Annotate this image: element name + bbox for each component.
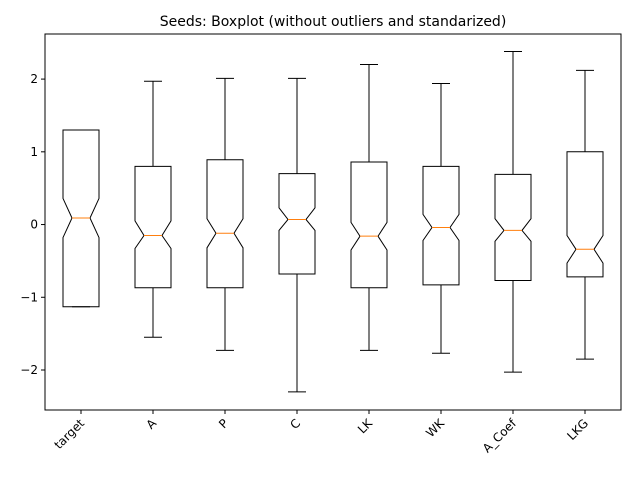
box-A_Coef: [494, 50, 532, 373]
y-tick-label: 2: [30, 72, 38, 86]
notched-box: [278, 173, 316, 275]
x-tick-label: C: [287, 416, 303, 432]
x-tick-label: A_Coef: [480, 416, 520, 456]
notched-box: [134, 165, 172, 289]
box-A: [134, 80, 172, 338]
notched-box: [206, 159, 244, 289]
notched-box: [62, 129, 100, 308]
chart-title: Seeds: Boxplot (without outliers and sta…: [160, 14, 507, 30]
box-target: [62, 129, 100, 308]
notched-box: [494, 173, 532, 281]
y-tick-label: 1: [30, 145, 38, 159]
box-LK: [350, 64, 388, 351]
boxes-layer: [62, 50, 604, 393]
x-tick-label: A: [143, 416, 159, 432]
box-C: [278, 77, 316, 393]
x-tick-label: LK: [355, 415, 376, 436]
box-LKG: [566, 69, 604, 360]
plot-frame: [44, 33, 622, 411]
y-axis: −2 −1 0 1 2: [20, 72, 45, 377]
box-P: [206, 77, 244, 351]
x-tick-label: WK: [423, 415, 448, 440]
y-tick-label: 0: [30, 218, 38, 232]
x-tick-label: target: [51, 416, 87, 452]
x-tick-label: LKG: [564, 416, 591, 443]
box-WK: [422, 82, 460, 354]
notched-box: [566, 151, 604, 278]
notched-box: [422, 165, 460, 286]
y-tick-label: −1: [20, 290, 38, 304]
x-axis: target A P C LK WK A_Coef LKG: [51, 410, 591, 455]
notched-box: [350, 161, 388, 289]
y-tick-label: −2: [20, 363, 38, 377]
x-tick-label: P: [216, 416, 231, 431]
